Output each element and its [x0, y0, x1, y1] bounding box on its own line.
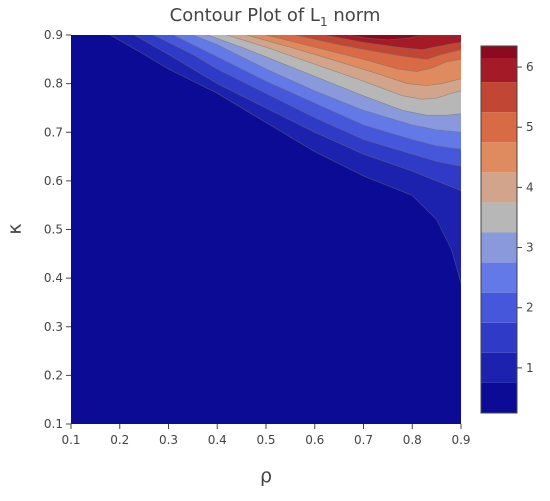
colorbar-tick-label: 1	[526, 361, 534, 375]
y-axis-title: κ	[4, 223, 26, 234]
colorbar-segment	[481, 322, 517, 353]
colorbar-segment	[481, 292, 517, 323]
y-tick-label: 0.1	[44, 417, 63, 431]
colorbar-segment	[481, 82, 517, 113]
y-tick-label: 0.8	[44, 77, 63, 91]
x-tick-label: 0.5	[256, 433, 275, 447]
x-tick-label: 0.9	[451, 433, 470, 447]
colorbar-segment	[481, 382, 517, 413]
colorbar-segment	[481, 202, 517, 233]
colorbar-tick-label: 3	[526, 241, 534, 255]
colorbar: 1 2 3 4 5 6	[480, 45, 534, 414]
x-tick-label: 0.1	[61, 433, 80, 447]
colorbar-segment	[481, 172, 517, 203]
y-axis: 0.1 0.2 0.3 0.4 0.5 0.6 0.7 0.8 0.9	[44, 28, 71, 431]
x-tick-label: 0.2	[110, 433, 129, 447]
y-tick-label: 0.9	[44, 28, 63, 42]
colorbar-segment	[481, 142, 517, 173]
colorbar-segment	[481, 46, 517, 59]
colorbar-outline	[480, 45, 518, 414]
x-tick-label: 0.4	[208, 433, 227, 447]
x-tick-label: 0.7	[354, 433, 373, 447]
y-tick-label: 0.3	[44, 320, 63, 334]
x-axis: 0.1 0.2 0.3 0.4 0.5 0.6 0.7 0.8 0.9	[61, 424, 471, 447]
x-axis-title: ρ	[260, 465, 272, 487]
y-tick-label: 0.5	[44, 223, 63, 237]
chart-title: Contour Plot of L1 norm	[170, 5, 381, 29]
y-tick-label: 0.7	[44, 125, 63, 139]
colorbar-tick-label: 5	[526, 120, 534, 134]
x-tick-label: 0.3	[159, 433, 178, 447]
y-tick-label: 0.2	[44, 368, 63, 382]
contour-band-12	[348, 35, 461, 41]
contour-plot-area	[71, 35, 461, 424]
colorbar-tick-label: 4	[526, 180, 534, 194]
colorbar-segment	[481, 112, 517, 143]
contour-band-11	[324, 35, 461, 50]
colorbar-tick-label: 6	[526, 60, 534, 74]
colorbar-tick-label: 2	[526, 301, 534, 315]
colorbar-segment	[481, 262, 517, 293]
y-tick-label: 0.4	[44, 271, 63, 285]
y-tick-label: 0.6	[44, 174, 63, 188]
colorbar-segment	[481, 352, 517, 383]
x-tick-label: 0.8	[403, 433, 422, 447]
x-tick-label: 0.6	[305, 433, 324, 447]
colorbar-segment	[481, 232, 517, 263]
